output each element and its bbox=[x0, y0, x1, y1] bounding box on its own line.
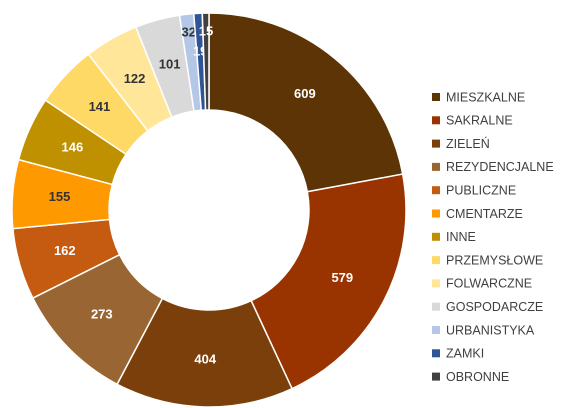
donut-slice bbox=[208, 12, 404, 193]
data-label: 141 bbox=[89, 99, 111, 114]
data-label: 15 bbox=[199, 23, 213, 38]
legend-swatch bbox=[432, 279, 440, 288]
legend-label: INNE bbox=[446, 230, 476, 244]
legend-label: MIESZKALNE bbox=[446, 90, 525, 104]
legend-label: REZYDENCJALNE bbox=[446, 160, 554, 174]
data-label: 155 bbox=[49, 189, 71, 204]
legend-swatch bbox=[432, 116, 440, 125]
data-label: 579 bbox=[331, 270, 353, 285]
legend-swatch bbox=[432, 349, 440, 358]
legend-swatch bbox=[432, 139, 440, 148]
legend-label: PRZEMYSŁOWE bbox=[446, 253, 543, 267]
legend-label: OBRONNE bbox=[446, 370, 509, 384]
data-label: 404 bbox=[194, 351, 216, 366]
legend-swatch bbox=[432, 209, 440, 218]
donut-slice bbox=[250, 173, 407, 390]
data-label: 101 bbox=[159, 57, 181, 72]
legend-label: ZAMKI bbox=[446, 347, 484, 361]
legend-label: PUBLICZNE bbox=[446, 183, 516, 197]
data-label: 609 bbox=[294, 86, 316, 101]
legend-swatch bbox=[432, 232, 440, 241]
legend-swatch bbox=[432, 326, 440, 334]
legend-swatch bbox=[432, 186, 440, 195]
legend-label: CMENTARZE bbox=[446, 207, 523, 221]
legend-label: FOLWARCZNE bbox=[446, 277, 532, 291]
data-label: 32 bbox=[182, 25, 196, 40]
donut-slice bbox=[201, 12, 210, 111]
legend-label: URBANISTYKA bbox=[446, 323, 535, 337]
data-label: 122 bbox=[124, 71, 146, 86]
data-label: 273 bbox=[91, 306, 113, 321]
legend-swatch bbox=[432, 256, 440, 265]
legend-swatch bbox=[432, 302, 440, 311]
legend-label: SAKRALNE bbox=[446, 114, 513, 128]
data-label: 146 bbox=[61, 140, 83, 155]
legend-swatch bbox=[432, 372, 440, 381]
legend-label: GOSPODARCZE bbox=[446, 300, 543, 314]
legend-label: ZIELEŃ bbox=[446, 136, 490, 151]
data-label: 162 bbox=[54, 243, 76, 258]
legend-swatch bbox=[432, 93, 440, 101]
legend-swatch bbox=[432, 162, 440, 171]
